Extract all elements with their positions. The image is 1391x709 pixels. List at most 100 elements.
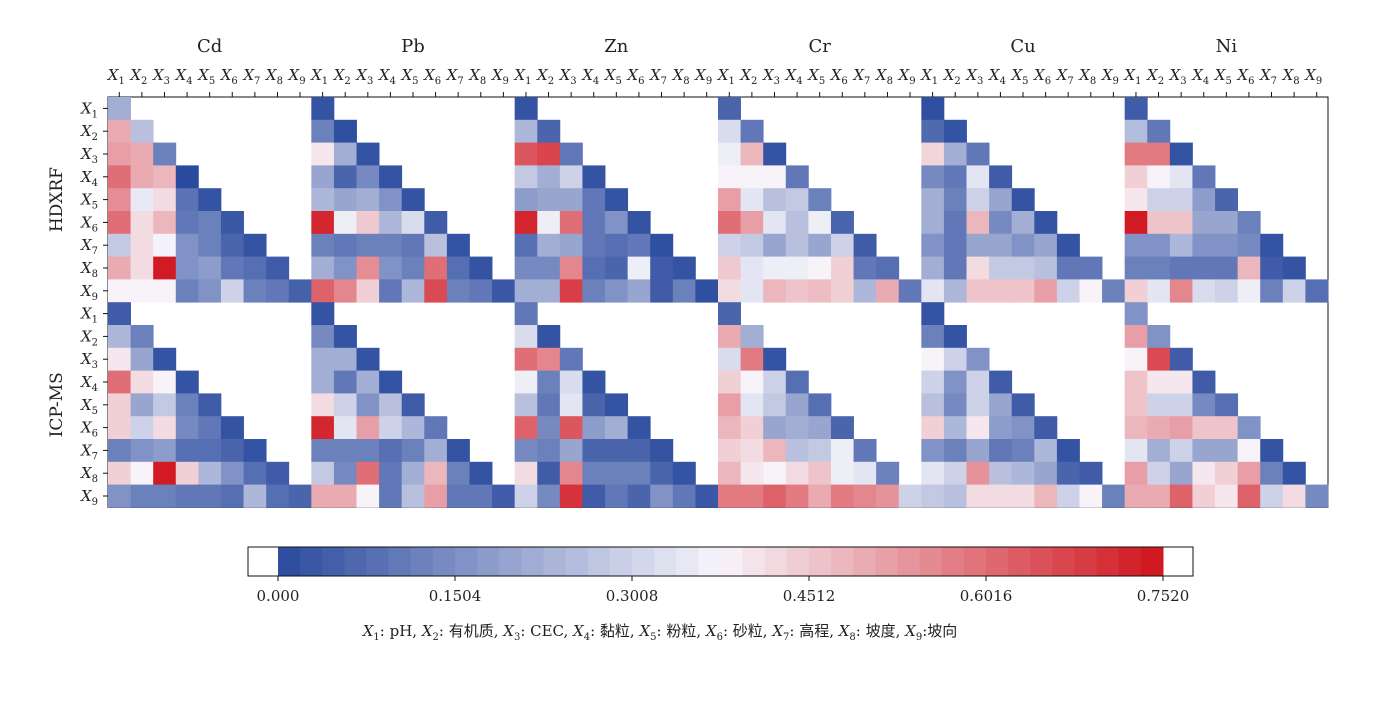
- heatmap-cell: [627, 279, 651, 303]
- heatmap-cell: [853, 439, 877, 463]
- heatmap-cell: [153, 484, 177, 508]
- colorbar-segment: [720, 547, 744, 576]
- colorbar-segment: [941, 547, 965, 576]
- heatmap-cell: [718, 416, 741, 440]
- x-tick-label: X3: [1169, 66, 1187, 87]
- heatmap-cell: [108, 416, 131, 440]
- colorbar-under-box: [248, 547, 278, 576]
- heatmap-cell: [198, 439, 222, 463]
- y-tick-label: X2: [80, 327, 98, 348]
- heatmap-cell: [130, 142, 154, 166]
- colorbar-segment: [632, 547, 655, 576]
- heatmap-cell: [379, 370, 403, 394]
- heatmap-cell: [943, 256, 967, 280]
- heatmap-cell: [1169, 256, 1193, 280]
- heatmap-cell: [514, 279, 538, 303]
- heatmap-cell: [130, 256, 154, 280]
- x-tick-label: X7: [242, 66, 260, 87]
- heatmap-cell: [1011, 233, 1035, 257]
- heatmap-cell: [785, 484, 809, 508]
- heatmap-cell: [966, 370, 990, 394]
- heatmap-cell: [1305, 279, 1329, 303]
- heatmap-cell: [830, 416, 854, 440]
- heatmap-cell: [1215, 256, 1239, 280]
- heatmap-cell: [1169, 370, 1193, 394]
- heatmap-cell: [537, 393, 561, 417]
- x-tick-label: X5: [807, 66, 825, 87]
- x-tick-label: X2: [129, 66, 147, 87]
- heatmap-cell: [627, 461, 651, 485]
- colorbar-segment: [455, 547, 478, 576]
- heatmap-cell: [966, 188, 990, 212]
- heatmap-cell: [175, 233, 199, 257]
- heatmap-cell: [830, 233, 854, 257]
- heatmap-cell: [130, 439, 154, 463]
- heatmap-cell: [1147, 370, 1171, 394]
- colorbar-segment: [432, 547, 456, 576]
- heatmap-cell: [424, 279, 448, 303]
- heatmap-cell: [356, 165, 380, 189]
- heatmap-cell: [1237, 256, 1261, 280]
- heatmap-cell: [175, 393, 199, 417]
- heatmap-cell: [130, 119, 154, 143]
- x-tick-label: X5: [1214, 66, 1232, 87]
- heatmap-cell: [1011, 461, 1035, 485]
- heatmap-cell: [943, 211, 967, 235]
- heatmap-cell: [876, 256, 900, 280]
- heatmap-cell: [1260, 256, 1284, 280]
- method-label-icp-ms: ICP-MS: [47, 372, 67, 437]
- heatmap-cell: [130, 347, 154, 371]
- heatmap-cell: [1192, 416, 1216, 440]
- heatmap-cell: [966, 142, 990, 166]
- heatmap-cell: [514, 416, 538, 440]
- heatmap-cell: [943, 416, 967, 440]
- heatmap-cell: [582, 393, 606, 417]
- heatmap-cell: [311, 461, 335, 485]
- heatmap-cell: [718, 370, 741, 394]
- heatmap-cell: [424, 416, 448, 440]
- heatmap-cell: [537, 165, 561, 189]
- heatmap-cell: [243, 484, 267, 508]
- colorbar-frame: [247, 546, 1194, 577]
- heatmap-cell: [1011, 256, 1035, 280]
- heatmap-cell: [356, 188, 380, 212]
- heatmap-cell: [1192, 165, 1216, 189]
- heatmap-cell: [989, 416, 1013, 440]
- heatmap-cell: [1124, 325, 1148, 349]
- x-tick-label: X8: [875, 66, 893, 87]
- heatmap-cell: [718, 439, 741, 463]
- heatmap-cell: [740, 370, 764, 394]
- y-tick-label: X9: [80, 282, 98, 303]
- heatmap-cell: [175, 439, 199, 463]
- heatmap-cell: [718, 119, 741, 143]
- heatmap-cell: [1282, 256, 1306, 280]
- heatmap-cell: [469, 461, 493, 485]
- heatmap-cell: [740, 119, 764, 143]
- heatmap-cell: [153, 165, 177, 189]
- colorbar-segment: [565, 547, 589, 576]
- heatmap-cell: [943, 165, 967, 189]
- heatmap-cell: [627, 256, 651, 280]
- heatmap-cell: [1169, 188, 1193, 212]
- heatmap-cell: [108, 256, 131, 280]
- heatmap-cell: [1237, 461, 1261, 485]
- colorbar-segment: [919, 547, 943, 576]
- heatmap-cell: [785, 461, 809, 485]
- heatmap-cell: [108, 97, 131, 121]
- heatmap-cell: [921, 439, 945, 463]
- heatmap-cell: [537, 211, 561, 235]
- heatmap-cell: [333, 188, 357, 212]
- heatmap-cell: [514, 256, 538, 280]
- heatmap-cell: [1102, 279, 1126, 303]
- heatmap-cell: [379, 165, 403, 189]
- heatmap-cell: [921, 461, 945, 485]
- x-tick-label: X3: [152, 66, 170, 87]
- heatmap-cell: [1124, 439, 1148, 463]
- heatmap-cell: [333, 233, 357, 257]
- heatmap-cell: [1102, 484, 1126, 508]
- y-tick-label: X9: [80, 487, 98, 508]
- heatmap-cell: [1237, 439, 1261, 463]
- heatmap-cell: [582, 188, 606, 212]
- y-tick-label: X8: [80, 464, 98, 485]
- heatmap-cell: [966, 279, 990, 303]
